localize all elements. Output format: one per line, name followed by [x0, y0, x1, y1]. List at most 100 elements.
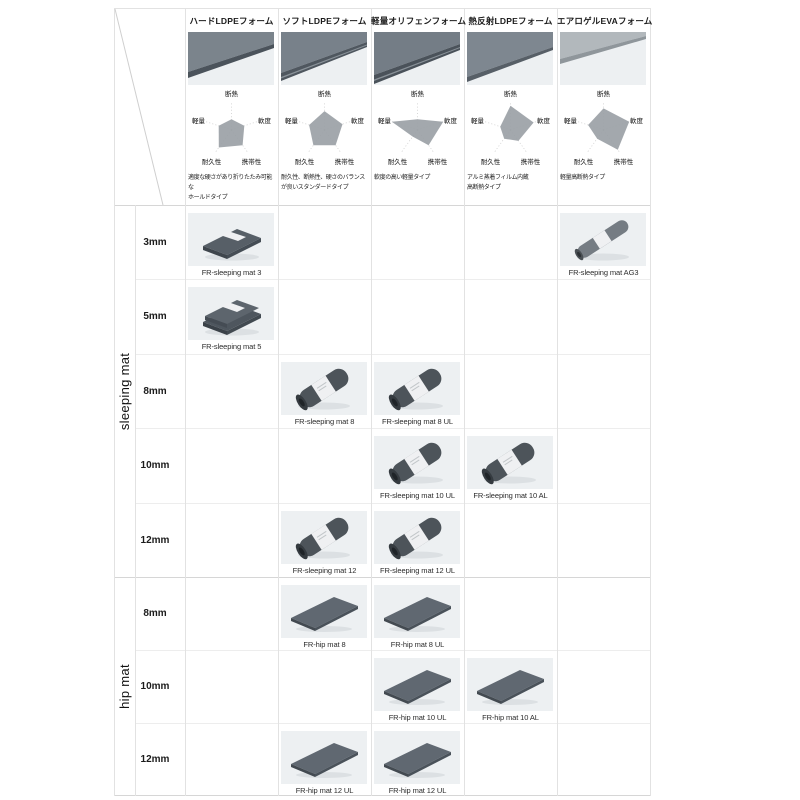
material-name: ソフトLDPEフォーム	[282, 16, 367, 26]
radar-axis-label: 断熱	[225, 89, 239, 98]
product-label: FR-hip mat 8 UL	[390, 640, 445, 649]
material-column-header: 熱反射LDPEフォーム 断熱 軟度 携帯性 耐久性 軽量 アルミ蒸着フィルム内蔵 高断熱タイ…	[464, 8, 557, 205]
material-column-header: ハードLDPEフォーム 断熱 軟度 携帯性 耐久性 軽量 適度な硬さがあり折りたたみ可能な …	[185, 8, 278, 205]
product-label: FR-hip mat 8	[303, 640, 346, 649]
material-name: エアロゲルEVAフォーム	[557, 16, 653, 26]
thickness-label: 3mm	[143, 236, 167, 248]
product-label: FR-hip mat 10 AL	[482, 713, 539, 722]
product-cell[interactable]: FR-sleeping mat 12 UL	[371, 503, 464, 577]
section-sidebar-hip-mat: hip mat	[114, 577, 135, 796]
product-photo	[560, 213, 646, 266]
radar-axis-label: 携帯性	[428, 157, 448, 166]
product-cell[interactable]: FR-sleeping mat 5	[185, 279, 278, 354]
radar-axis-label: 断熱	[318, 89, 332, 98]
radar-axis-label: 耐久性	[574, 157, 594, 166]
radar-axis-label: 断熱	[504, 89, 518, 98]
product-label: FR-sleeping mat 8 UL	[382, 417, 453, 426]
product-cell[interactable]: FR-hip mat 10 UL	[371, 650, 464, 723]
product-photo	[374, 658, 460, 711]
radar-axis-label: 携帯性	[521, 157, 541, 166]
product-label: FR-hip mat 12 UL	[388, 786, 447, 795]
radar-axis-label: 携帯性	[242, 157, 262, 166]
product-cell[interactable]: FR-sleeping mat 10 AL	[464, 428, 557, 503]
material-description: アルミ蒸着フィルム内蔵 高断熱タイプ	[467, 175, 529, 191]
product-label: FR-sleeping mat AG3	[568, 268, 639, 277]
material-name: 軽量オリフェンフォーム	[371, 16, 467, 26]
radar-axis-label: 軟度	[630, 116, 644, 125]
radar-axis-label: 軽量	[285, 116, 299, 125]
material-photo	[374, 32, 460, 85]
thickness-label: 10mm	[140, 460, 170, 471]
material-name: ハードLDPEフォーム	[189, 16, 274, 26]
product-cell[interactable]: FR-sleeping mat 8 UL	[371, 354, 464, 428]
thickness-label: 8mm	[143, 385, 167, 397]
product-cell[interactable]: FR-sleeping mat AG3	[557, 205, 650, 279]
thickness-label: 5mm	[143, 311, 167, 322]
thickness-label: 10mm	[140, 681, 170, 692]
product-photo	[188, 287, 274, 340]
product-label: FR-sleeping mat 8	[294, 417, 355, 426]
radar-axis-label: 断熱	[597, 89, 611, 98]
product-cell[interactable]: FR-hip mat 10 AL	[464, 650, 557, 723]
product-label: FR-sleeping mat 5	[201, 342, 262, 351]
radar-axis-label: 耐久性	[202, 157, 222, 166]
product-photo	[467, 436, 553, 489]
product-label: FR-sleeping mat 12	[292, 566, 357, 575]
product-photo	[374, 436, 460, 489]
product-cell[interactable]: FR-hip mat 12 UL	[278, 723, 371, 796]
radar-axis-label: 軟度	[351, 116, 365, 125]
product-label: FR-sleeping mat 10 UL	[379, 491, 456, 500]
product-photo	[281, 362, 367, 415]
radar-axis-label: 軽量	[564, 116, 578, 125]
material-column-header: エアロゲルEVAフォーム 断熱 軟度 携帯性 耐久性 軽量 軽量高断熱タイプ	[557, 8, 653, 205]
product-cell[interactable]: FR-hip mat 12 UL	[371, 723, 464, 796]
radar-axis-label: 携帯性	[335, 157, 355, 166]
product-label: FR-sleeping mat 12 UL	[379, 566, 456, 575]
radar-axis-label: 軟度	[444, 116, 458, 125]
material-description: 軟度の高い軽量タイプ	[374, 175, 431, 181]
radar-axis-label: 耐久性	[388, 157, 408, 166]
product-photo	[374, 511, 460, 564]
product-photo	[188, 213, 274, 266]
material-column-header: ソフトLDPEフォーム 断熱軟度携帯性 耐久性 軽量耐久性、断熱性、硬さのバランス が…	[278, 8, 371, 205]
product-photo	[281, 731, 367, 784]
radar-axis-label: 軟度	[537, 116, 551, 125]
product-photo	[374, 362, 460, 415]
product-cell[interactable]: FR-sleeping mat 12	[278, 503, 371, 577]
product-photo	[374, 731, 460, 784]
thickness-label: 12mm	[140, 534, 170, 546]
product-cell[interactable]: FR-sleeping mat 8	[278, 354, 371, 428]
material-photo	[188, 32, 274, 85]
material-description: 適度な硬さがあり折りたたみ可能な ホールドタイプ	[188, 175, 273, 201]
product-cell[interactable]: FR-hip mat 8	[278, 577, 371, 650]
section-label-sleeping-mat: sleeping mat	[117, 352, 132, 430]
material-photo	[560, 32, 646, 85]
material-photo	[467, 32, 553, 85]
radar-axis-label: 耐久性	[295, 157, 315, 166]
material-description: 軽量高断熱タイプ	[560, 175, 605, 181]
product-label: FR-sleeping mat 3	[201, 268, 262, 277]
material-column-header: 軽量オリフェンフォーム 断熱 軟度 携帯性 耐久性 軽量 軟度の高い軽量タイプ	[371, 8, 467, 205]
product-photo	[467, 658, 553, 711]
section-sidebar-sleeping-mat: sleeping mat	[114, 205, 135, 577]
product-cell[interactable]: FR-hip mat 8 UL	[371, 577, 464, 650]
radar-axis-label: 軽量	[471, 116, 485, 125]
product-label: FR-sleeping mat 10 AL	[473, 491, 548, 500]
material-photo	[281, 32, 367, 85]
corner-cell	[114, 8, 185, 205]
material-description: 耐久性、断熱性、硬さのバランス が良いスタンダードタイプ	[281, 175, 365, 191]
radar-axis-label: 軟度	[258, 116, 272, 125]
product-label: FR-hip mat 10 UL	[388, 713, 447, 722]
radar-axis-label: 耐久性	[481, 157, 501, 166]
thickness-label: 12mm	[140, 754, 170, 765]
product-cell[interactable]: FR-sleeping mat 10 UL	[371, 428, 464, 503]
product-photo	[281, 511, 367, 564]
product-cell[interactable]: FR-sleeping mat 3	[185, 205, 278, 279]
